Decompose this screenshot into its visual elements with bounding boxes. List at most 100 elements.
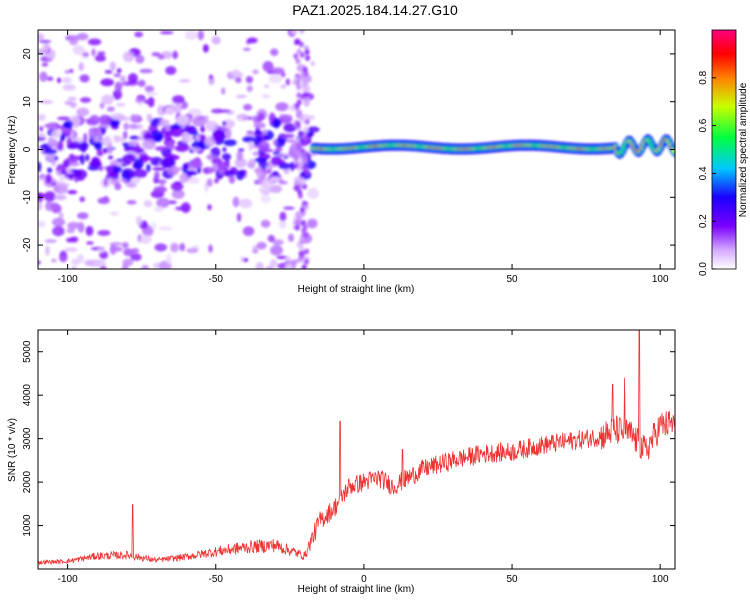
heatmap-cell	[79, 196, 85, 203]
heatmap-cell	[71, 266, 77, 269]
chart-title: PAZ1.2025.184.14.27.G10	[292, 2, 458, 18]
heatmap-cell	[169, 126, 184, 137]
heatmap-cell	[295, 38, 301, 45]
heatmap-cell	[247, 37, 258, 44]
heatmap-cell	[302, 81, 308, 88]
heatmap-cell	[146, 163, 151, 173]
heatmap-cell	[122, 154, 136, 163]
heatmap-cell	[296, 144, 302, 151]
heatmap-cell	[208, 244, 213, 253]
spectrogram-y-label: Frequency (Hz)	[7, 116, 18, 185]
heatmap-cell	[207, 204, 212, 211]
heatmap-cell	[122, 51, 135, 63]
y-tick-label: 5000	[22, 340, 33, 363]
heatmap-cell	[58, 185, 69, 194]
heatmap-cell	[281, 133, 295, 139]
heatmap-cell	[108, 155, 114, 160]
heatmap-cell	[285, 263, 293, 269]
heatmap-cell	[170, 242, 179, 253]
heatmap-cell	[170, 182, 184, 191]
heatmap-cell	[269, 176, 281, 182]
heatmap-cell	[76, 253, 85, 264]
snr-y-axis: 1000 2000 3000 4000 5000	[22, 340, 675, 537]
heatmap-cell	[184, 30, 199, 40]
heatmap-cell	[212, 131, 223, 142]
heatmap-cell	[39, 145, 51, 150]
heatmap-cell	[97, 197, 110, 205]
heatmap-cell	[70, 169, 78, 173]
spectrogram-x-label: Height of straight line (km)	[298, 284, 415, 295]
heatmap-cell	[303, 204, 309, 211]
heatmap-cell	[186, 176, 200, 184]
heatmap-cell	[242, 47, 251, 51]
heatmap-cell	[172, 50, 179, 60]
heatmap-cell	[52, 226, 65, 237]
heatmap-cell	[126, 200, 137, 205]
heatmap-cell	[138, 156, 153, 161]
heatmap-cell	[290, 30, 298, 35]
heatmap-cell	[278, 220, 287, 229]
colorbar-tick-label: 0.6	[698, 118, 709, 132]
heatmap-cell	[38, 137, 46, 141]
heatmap-cell	[303, 165, 309, 172]
heatmap-cell	[45, 173, 52, 184]
heatmap-cell	[265, 166, 273, 170]
heatmap-cell	[122, 241, 129, 249]
heatmap-cell	[299, 177, 305, 184]
heatmap-cell	[300, 219, 306, 226]
heatmap-cell	[285, 78, 291, 86]
heatmap-cell	[79, 154, 85, 165]
heatmap-cell	[280, 114, 293, 118]
heatmap-cell	[59, 251, 68, 263]
heatmap-cell	[298, 244, 304, 251]
heatmap-cell	[194, 134, 201, 141]
heatmap-cell	[274, 138, 285, 148]
heatmap-cell	[114, 81, 123, 93]
heatmap-cell	[261, 179, 275, 189]
heatmap-cell	[52, 139, 58, 148]
heatmap-cell	[243, 257, 249, 263]
heatmap-cell	[43, 123, 58, 128]
heatmap-cell	[123, 248, 134, 257]
heatmap-cell	[179, 242, 186, 252]
heatmap-cell	[221, 87, 226, 95]
heatmap-cell	[294, 184, 300, 191]
heatmap-cell	[89, 114, 100, 126]
heatmap-cell	[278, 162, 292, 170]
heatmap-cell	[38, 260, 41, 265]
heatmap-cell	[56, 170, 62, 176]
heatmap-cell	[99, 102, 105, 110]
heatmap-cell	[245, 75, 254, 84]
x-tick-label: 50	[506, 574, 518, 585]
heatmap-cell	[112, 89, 123, 100]
heatmap-cell	[83, 133, 88, 144]
heatmap-cell	[230, 70, 241, 78]
heatmap-cell	[262, 129, 268, 135]
heatmap-cell	[62, 122, 69, 128]
heatmap-cell	[236, 150, 244, 161]
heatmap-cell	[122, 258, 134, 267]
heatmap-cell	[260, 194, 272, 204]
heatmap-cell	[174, 206, 189, 211]
heatmap-cell	[119, 75, 126, 83]
heatmap-cell	[270, 245, 283, 256]
heatmap-cell	[269, 259, 278, 269]
heatmap-cell	[295, 58, 301, 65]
y-tick-label: -10	[22, 190, 33, 205]
heatmap-cell	[66, 227, 76, 234]
heatmap-cell	[210, 147, 221, 158]
heatmap-cell	[179, 79, 191, 83]
y-tick-label: 3000	[22, 427, 33, 450]
heatmap-cell	[133, 169, 148, 178]
heatmap-cell	[79, 74, 90, 83]
heatmap-cell	[127, 73, 138, 84]
heatmap-cell	[153, 206, 165, 212]
heatmap-cell	[97, 248, 105, 253]
heatmap-cell	[64, 167, 75, 175]
heatmap-cell	[197, 30, 205, 41]
x-tick-label: 50	[506, 274, 518, 285]
y-tick-label: 0	[22, 146, 33, 152]
heatmap-cell	[114, 182, 122, 191]
